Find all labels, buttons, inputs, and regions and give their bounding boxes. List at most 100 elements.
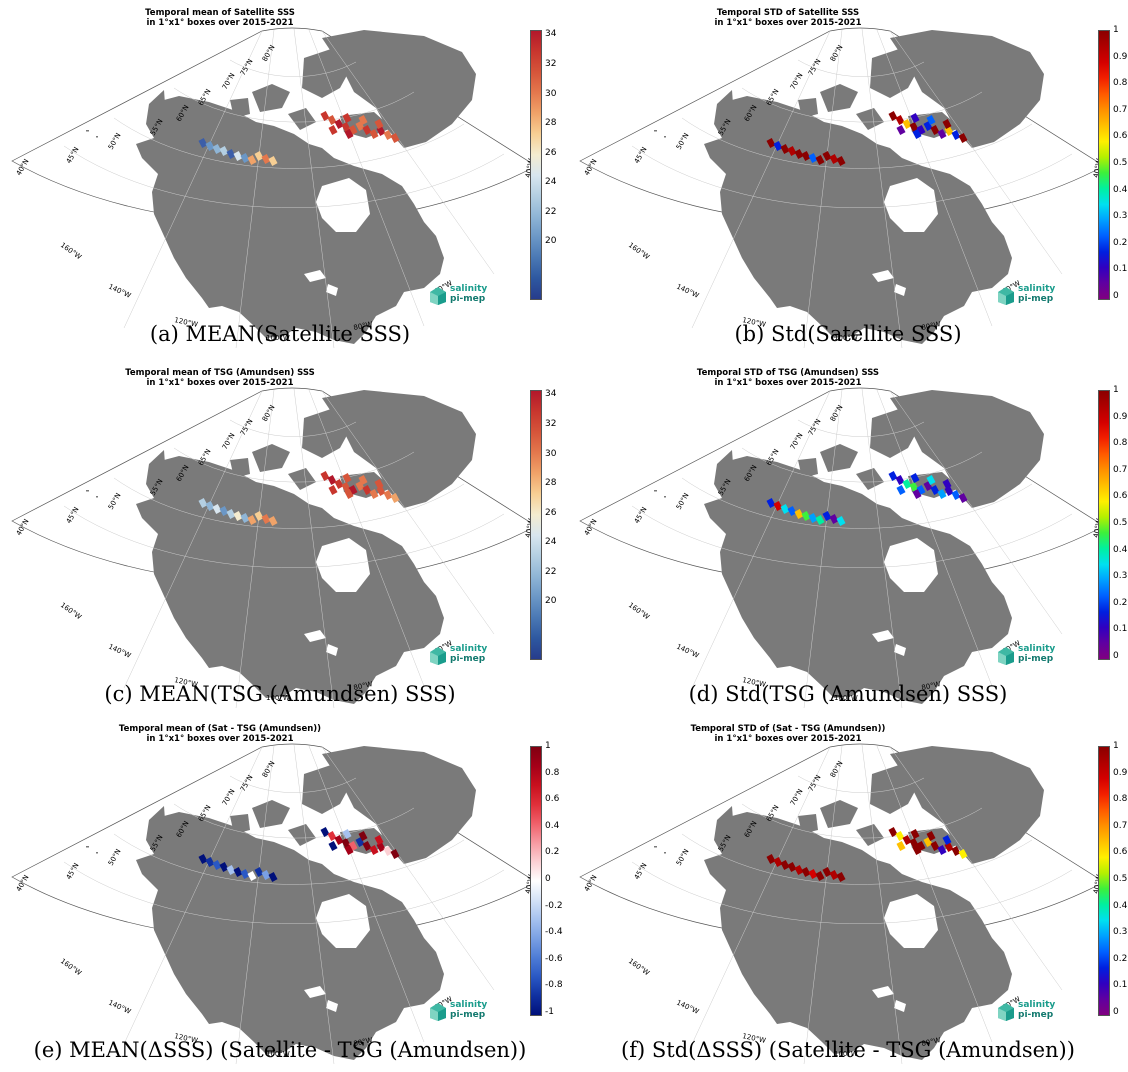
colorbar-tick-label: 26 [545, 147, 557, 158]
panel-title-line1: Temporal STD of Satellite SSS [716, 8, 860, 18]
data-cell-west [205, 857, 215, 867]
data-cell-east [912, 489, 922, 499]
colorbar-tick-label: 0.1 [1113, 264, 1128, 275]
colorbar [530, 30, 542, 300]
colorbar-tick-label: 22 [545, 206, 557, 217]
data-cell-west [261, 514, 271, 524]
logo-mark-icon [430, 287, 446, 305]
data-cell-west [794, 509, 804, 519]
data-cell-east [902, 119, 912, 129]
colorbar-tick-label: 0.6 [1113, 847, 1128, 858]
colorbar-tick-label: -1 [545, 1007, 554, 1017]
data-cell-east [383, 130, 393, 140]
lon-label: 140°W [107, 283, 132, 300]
colorbar-tick-label: 0 [1113, 651, 1119, 661]
map-panel-f: Temporal STD of (Sat - TSG (Amundsen)) i… [568, 716, 1128, 1068]
panel-title: Temporal STD of Satellite SSS in 1°x1° b… [568, 8, 1008, 28]
data-cell-east [344, 845, 354, 855]
colorbar [530, 746, 542, 1016]
data-cell-west [212, 504, 222, 514]
panel-title-line1: Temporal mean of Satellite SSS [145, 8, 295, 18]
colorbar-tick-label: 0.9 [1113, 411, 1128, 422]
colorbar-tick-label: 0.6 [1113, 131, 1128, 142]
data-cell-east [327, 475, 337, 485]
data-cell-west [794, 149, 804, 159]
lon-label: 80°W [353, 320, 374, 332]
data-cell-east [902, 479, 912, 489]
data-cell-west [815, 871, 825, 881]
data-cell-east [909, 482, 919, 492]
data-cell-east [320, 827, 330, 837]
data-cell-east [374, 835, 384, 845]
data-cell-west [233, 511, 243, 521]
data-cell-west [815, 155, 825, 165]
data-cell-east [937, 129, 947, 139]
data-cell-west [247, 871, 257, 881]
salinity-pimep-logo: salinity pi-mep [428, 284, 518, 310]
panel-title-line2: in 1°x1° boxes over 2015-2021 [146, 18, 294, 28]
data-cell-west [240, 513, 250, 523]
lon-label: 160°W [59, 957, 83, 977]
data-cell-east [937, 845, 947, 855]
data-cell-east [888, 827, 898, 837]
data-cell-east [344, 129, 354, 139]
data-cell-east [958, 133, 968, 143]
lon-label: 80°W [921, 320, 942, 332]
data-cell-west [822, 867, 832, 877]
colorbar-tick-label: 0.1 [1113, 624, 1128, 635]
lon-label: 160°W [627, 601, 651, 621]
data-cell-east [334, 835, 344, 845]
colorbar-tick-label: 0.7 [1113, 820, 1128, 831]
colorbar-tick-label: 24 [545, 537, 557, 548]
panel-title: Temporal STD of TSG (Amundsen) SSS in 1°… [568, 368, 1008, 388]
data-cell-west [836, 156, 846, 166]
lon-label: 80°W [353, 1036, 374, 1048]
lon-label: 100°W [834, 1050, 858, 1058]
panel-title-line2: in 1°x1° boxes over 2015-2021 [714, 734, 862, 744]
data-cell-east [895, 831, 905, 841]
data-cell-west [205, 141, 215, 151]
panel-title: Temporal mean of Satellite SSS in 1°x1° … [0, 8, 440, 28]
panel-caption: (e) MEAN(ΔSSS) (Satellite - TSG (Amundse… [33, 1038, 527, 1062]
data-cell-east [909, 122, 919, 132]
data-cell-east [951, 846, 961, 856]
map-panel-a: Temporal mean of Satellite SSS in 1°x1° … [0, 0, 560, 352]
colorbar-tick-label: 0.4 [1113, 184, 1128, 195]
colorbar-tick-label: 0.2 [1113, 597, 1128, 608]
data-cell-west [794, 865, 804, 875]
data-cell-west [268, 516, 278, 526]
data-cell-west [808, 153, 818, 163]
map-canvas: 80°N75°N70°N65°N60°N55°N50°N45°N40°N160°… [579, 387, 1105, 709]
data-cell-east [923, 121, 933, 131]
colorbar-tick-label: -0.6 [545, 953, 563, 964]
colorbar-tick-label: 20 [545, 236, 557, 247]
data-cell-east [942, 479, 952, 489]
data-cell-east [895, 115, 905, 125]
data-cell-east [926, 115, 936, 125]
data-cell-west [801, 867, 811, 877]
data-cell-east [383, 846, 393, 856]
data-cell-east [362, 841, 372, 851]
data-cell-west [822, 151, 832, 161]
data-cell-west [226, 149, 236, 159]
data-cell-west [773, 141, 783, 151]
panel-caption: (b) Std(Satellite SSS) [734, 322, 962, 346]
panel-caption: (d) Std(TSG (Amundsen) SSS) [688, 682, 1008, 706]
data-cell-east [374, 479, 384, 489]
colorbar [1098, 746, 1110, 1016]
data-cell-west [226, 865, 236, 875]
data-cell-east [358, 475, 368, 485]
data-cell-east [923, 837, 933, 847]
data-cell-west [780, 504, 790, 514]
colorbar-tick-label: 1 [1113, 741, 1119, 751]
panel-title: Temporal mean of (Sat - TSG (Amundsen)) … [0, 724, 440, 744]
colorbar-tick-label: 0.6 [545, 794, 560, 805]
colorbar-tick-label: 0.9 [1113, 767, 1128, 778]
data-cell-east [390, 849, 400, 859]
data-cell-west [780, 860, 790, 870]
data-cell-west [254, 511, 264, 521]
data-cell-west [233, 151, 243, 161]
colorbar [530, 390, 542, 660]
colorbar-tick-label: -0.2 [545, 900, 563, 911]
data-cell-east [909, 838, 919, 848]
